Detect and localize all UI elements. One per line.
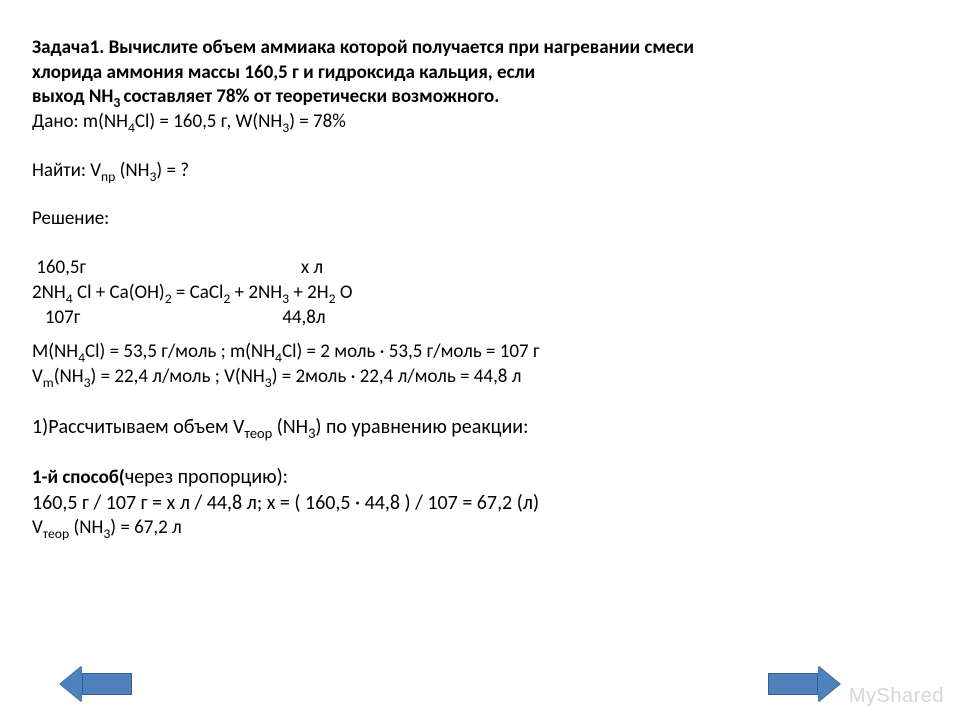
given-line: Дано: m(NH4Cl) = 160,5 г, W(NH3) = 78% xyxy=(32,110,912,135)
eq-a-sub: 4 xyxy=(66,290,73,307)
method-title-rest: через пропорцию): xyxy=(125,465,288,489)
eq-b-sub: 2 xyxy=(165,290,172,307)
find-tail: ) = ? xyxy=(156,159,189,182)
solution-label: Решение: xyxy=(32,207,912,232)
eq-e-sub: 2 xyxy=(329,290,336,307)
given-tail: ) = 78% xyxy=(289,110,346,133)
problem-line-2: хлорида аммония массы 160,5 г и гидрокси… xyxy=(32,61,912,86)
eq-f: O xyxy=(336,281,353,304)
m2a-sub: m xyxy=(43,374,54,391)
problem-l3-post: составляет 78% от теоретически возможног… xyxy=(123,85,499,108)
slide-content: Задача1. Вычислите объем аммиака которой… xyxy=(32,36,912,541)
arrow-body xyxy=(768,673,818,695)
method-calc: 160,5 г / 107 г = х л / 44,8 л; х = ( 16… xyxy=(32,490,912,516)
m1c: Cl) = 2 моль · 53,5 г/моль = 107 г xyxy=(282,340,540,363)
spacer xyxy=(32,390,912,414)
step1-line: 1)Рассчитываем объем Vтеор (NH3) по урав… xyxy=(32,414,912,440)
method-title-bold: 1-й способ( xyxy=(32,466,125,489)
m2c: ) = 22,4 л/моль ; V(NH xyxy=(91,365,265,388)
s1b: (NH xyxy=(272,415,308,439)
prev-button[interactable] xyxy=(60,666,132,702)
m1b: Cl) = 53,5 г/моль ; m(NH xyxy=(85,340,275,363)
spacer xyxy=(32,183,912,207)
watermark-text: MyShared xyxy=(849,685,944,708)
arrow-right-icon xyxy=(818,666,840,702)
mr-a: V xyxy=(32,516,43,539)
arrow-left-icon xyxy=(60,666,82,702)
problem-l3-pre: выход NH xyxy=(32,85,113,108)
equation-bottom-row: 107г 44,8л xyxy=(32,306,912,331)
equation-top-row: 160,5г х л xyxy=(32,256,912,281)
method-result: Vтеор (NH3) = 67,2 л xyxy=(32,516,912,541)
m1b-sub: 4 xyxy=(275,349,282,366)
m2c-sub: 3 xyxy=(265,374,272,391)
m1a: M(NH xyxy=(32,340,78,363)
find-line: Найти: Vпр (NH3) = ? xyxy=(32,159,912,184)
m2b: (NH xyxy=(54,365,84,388)
spacer xyxy=(32,232,912,256)
eq-c: = CaCl xyxy=(172,281,224,304)
mr-a-sub: теор xyxy=(43,525,69,542)
given-mid: Cl) = 160,5 г, W(NH xyxy=(135,110,282,133)
eq-a: 2NH xyxy=(32,281,66,304)
next-button[interactable] xyxy=(768,666,840,702)
mr-b: (NH xyxy=(69,516,103,539)
spacer xyxy=(32,330,912,340)
m1a-sub: 4 xyxy=(78,349,85,366)
problem-l3-sub: 3 xyxy=(113,94,123,111)
find-prefix: Найти: V xyxy=(32,159,101,182)
mr-c: ) = 67,2 л xyxy=(110,516,181,539)
s1a: 1)Рассчитываем объем V xyxy=(32,415,244,439)
molar-line-1: M(NH4Cl) = 53,5 г/моль ; m(NH4Cl) = 2 мо… xyxy=(32,340,912,365)
spacer xyxy=(32,440,912,464)
problem-line-3: выход NH3 составляет 78% от теоретически… xyxy=(32,85,912,110)
find-sub1: пр xyxy=(101,168,115,185)
find-mid: (NH xyxy=(115,159,149,182)
eq-b: Cl + Ca(OH) xyxy=(73,281,165,304)
s1c: ) по уравнению реакции: xyxy=(315,415,528,439)
molar-line-2: Vm(NH3) = 22,4 л/моль ; V(NH3) = 2моль ·… xyxy=(32,365,912,390)
s1a-sub: теор xyxy=(244,424,272,442)
equation-main: 2NH4 Cl + Ca(OH)2 = CaCl2 + 2NH3 + 2H2 O xyxy=(32,281,912,306)
given-prefix: Дано: m(NH xyxy=(32,110,128,133)
spacer xyxy=(32,135,912,159)
m2a: V xyxy=(32,365,43,388)
given-sub1: 4 xyxy=(128,119,135,136)
method-title: 1-й способ(через пропорцию): xyxy=(32,464,912,491)
eq-e: + 2H xyxy=(289,281,329,304)
m2b-sub: 3 xyxy=(84,374,91,391)
m2d: ) = 2моль · 22,4 л/моль = 44,8 л xyxy=(272,365,522,388)
arrow-body xyxy=(82,673,132,695)
problem-line-1: Задача1. Вычислите объем аммиака которой… xyxy=(32,36,912,61)
eq-d: + 2NH xyxy=(230,281,282,304)
